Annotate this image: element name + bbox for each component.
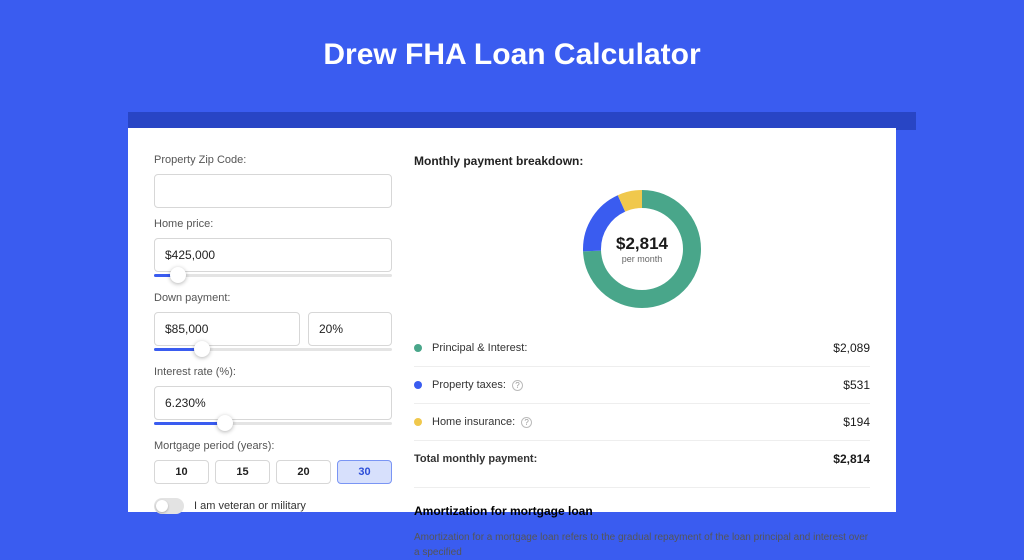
zip-group: Property Zip Code: bbox=[154, 154, 392, 208]
legend-label: Principal & Interest: bbox=[432, 342, 527, 354]
calculator-card: Property Zip Code: Home price: Down paym… bbox=[128, 128, 896, 512]
home-price-label: Home price: bbox=[154, 218, 392, 230]
page-title: Drew FHA Loan Calculator bbox=[0, 0, 1024, 96]
payment-donut-chart: $2,814 per month bbox=[577, 184, 707, 314]
legend-color-dot bbox=[414, 344, 422, 352]
amortization-section: Amortization for mortgage loan Amortizat… bbox=[414, 487, 870, 560]
legend-label: Home insurance:? bbox=[432, 416, 532, 428]
zip-label: Property Zip Code: bbox=[154, 154, 392, 166]
mortgage-period-button[interactable]: 30 bbox=[337, 460, 392, 484]
donut-sub: per month bbox=[622, 254, 663, 264]
zip-input[interactable] bbox=[154, 174, 392, 208]
legend-label: Property taxes:? bbox=[432, 379, 523, 391]
home-price-slider-thumb[interactable] bbox=[170, 267, 186, 283]
total-label: Total monthly payment: bbox=[414, 453, 537, 465]
home-price-group: Home price: bbox=[154, 218, 392, 282]
mortgage-period-button[interactable]: 15 bbox=[215, 460, 270, 484]
info-icon[interactable]: ? bbox=[512, 380, 523, 391]
mortgage-period-button[interactable]: 10 bbox=[154, 460, 209, 484]
down-payment-label: Down payment: bbox=[154, 292, 392, 304]
legend-color-dot bbox=[414, 381, 422, 389]
interest-rate-slider-thumb[interactable] bbox=[217, 415, 233, 431]
legend-item: Principal & Interest: $2,089 bbox=[414, 330, 870, 367]
legend-value: $194 bbox=[843, 415, 870, 429]
down-payment-group: Down payment: bbox=[154, 292, 392, 356]
donut-wrap: $2,814 per month bbox=[414, 184, 870, 314]
home-price-input[interactable] bbox=[154, 238, 392, 272]
interest-rate-label: Interest rate (%): bbox=[154, 366, 392, 378]
breakdown-legend: Principal & Interest: $2,089 Property taxe… bbox=[414, 330, 870, 441]
interest-rate-slider[interactable] bbox=[154, 418, 392, 430]
mortgage-period-button[interactable]: 20 bbox=[276, 460, 331, 484]
legend-value: $531 bbox=[843, 378, 870, 392]
interest-rate-input[interactable] bbox=[154, 386, 392, 420]
legend-color-dot bbox=[414, 418, 422, 426]
down-payment-input[interactable] bbox=[154, 312, 300, 346]
legend-value: $2,089 bbox=[833, 341, 870, 355]
info-icon[interactable]: ? bbox=[521, 417, 532, 428]
down-payment-slider[interactable] bbox=[154, 344, 392, 356]
veteran-label: I am veteran or military bbox=[194, 500, 306, 512]
amortization-title: Amortization for mortgage loan bbox=[414, 504, 870, 518]
legend-item: Property taxes:? $531 bbox=[414, 367, 870, 404]
legend-item: Home insurance:? $194 bbox=[414, 404, 870, 441]
mortgage-period-label: Mortgage period (years): bbox=[154, 440, 392, 452]
down-payment-slider-thumb[interactable] bbox=[194, 341, 210, 357]
mortgage-period-buttons: 10152030 bbox=[154, 460, 392, 484]
breakdown-panel: Monthly payment breakdown: $2,814 per mo… bbox=[414, 154, 870, 512]
down-payment-pct-input[interactable] bbox=[308, 312, 392, 346]
interest-rate-group: Interest rate (%): bbox=[154, 366, 392, 430]
inputs-panel: Property Zip Code: Home price: Down paym… bbox=[154, 154, 392, 512]
amortization-desc: Amortization for a mortgage loan refers … bbox=[414, 530, 870, 560]
total-row: Total monthly payment: $2,814 bbox=[414, 441, 870, 477]
breakdown-header: Monthly payment breakdown: bbox=[414, 154, 870, 168]
home-price-slider[interactable] bbox=[154, 270, 392, 282]
donut-amount: $2,814 bbox=[616, 234, 668, 254]
mortgage-period-group: Mortgage period (years): 10152030 bbox=[154, 440, 392, 484]
total-value: $2,814 bbox=[833, 452, 870, 466]
